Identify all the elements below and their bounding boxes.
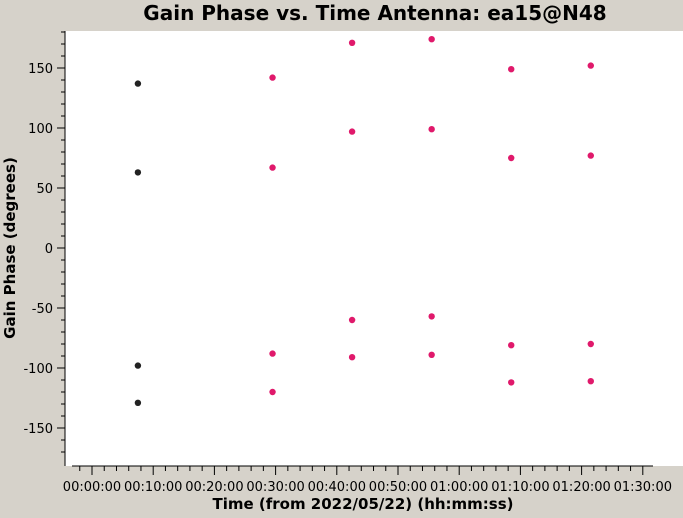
data-point [587, 152, 594, 159]
data-point [508, 342, 515, 349]
y-tick-label: 100 [28, 122, 53, 137]
x-tick-label: 00:10:00 [124, 480, 182, 495]
data-point [428, 126, 435, 133]
data-point [428, 36, 435, 43]
data-point [134, 80, 142, 87]
data-point [428, 351, 435, 358]
x-tick-label: 01:30:00 [614, 480, 672, 495]
data-point [348, 354, 356, 361]
data-point [269, 388, 276, 396]
data-point [269, 350, 276, 357]
data-point [348, 316, 356, 324]
data-point [508, 66, 515, 73]
y-tick-label: 50 [36, 182, 53, 197]
x-tick-label: 01:20:00 [552, 480, 610, 495]
x-axis-label: Time (from 2022/05/22) (hh:mm:ss) [212, 495, 513, 513]
data-point [428, 313, 435, 320]
x-tick-label: 00:20:00 [185, 480, 243, 495]
x-axis: 00:00:00 00:10:00 00:20:00 00:30:00 00:40:00… [63, 465, 672, 495]
y-tick-label: -100 [23, 362, 53, 377]
y-tick-label: -50 [32, 302, 53, 317]
x-tick-label: 01:00:00 [430, 480, 488, 495]
data-point [348, 39, 356, 46]
y-tick-label: 150 [28, 62, 53, 77]
x-tick-label: 01:10:00 [491, 480, 549, 495]
x-tick-label: 00:40:00 [308, 480, 366, 495]
data-point [587, 340, 594, 348]
data-point [134, 362, 142, 369]
data-point [508, 154, 515, 162]
plot-area [65, 31, 683, 466]
data-point [269, 164, 276, 171]
data-point [587, 378, 594, 385]
data-point [348, 128, 356, 135]
chart-title: Gain Phase vs. Time Antenna: ea15@N48 [143, 1, 606, 25]
y-axis-label: Gain Phase (degrees) [1, 157, 19, 339]
x-tick-label: 00:30:00 [246, 480, 304, 495]
data-point [508, 379, 515, 386]
x-tick-label: 00:50:00 [369, 480, 427, 495]
data-point [269, 74, 276, 81]
y-tick-label: 0 [45, 242, 53, 257]
data-point [134, 169, 142, 176]
y-axis: 150 100 50 0 -50 -100 -150 [23, 31, 66, 466]
y-tick-label: -150 [23, 422, 53, 437]
x-tick-label: 00:00:00 [63, 480, 121, 495]
data-point [587, 62, 594, 69]
data-points [134, 36, 594, 406]
data-point [134, 399, 142, 406]
